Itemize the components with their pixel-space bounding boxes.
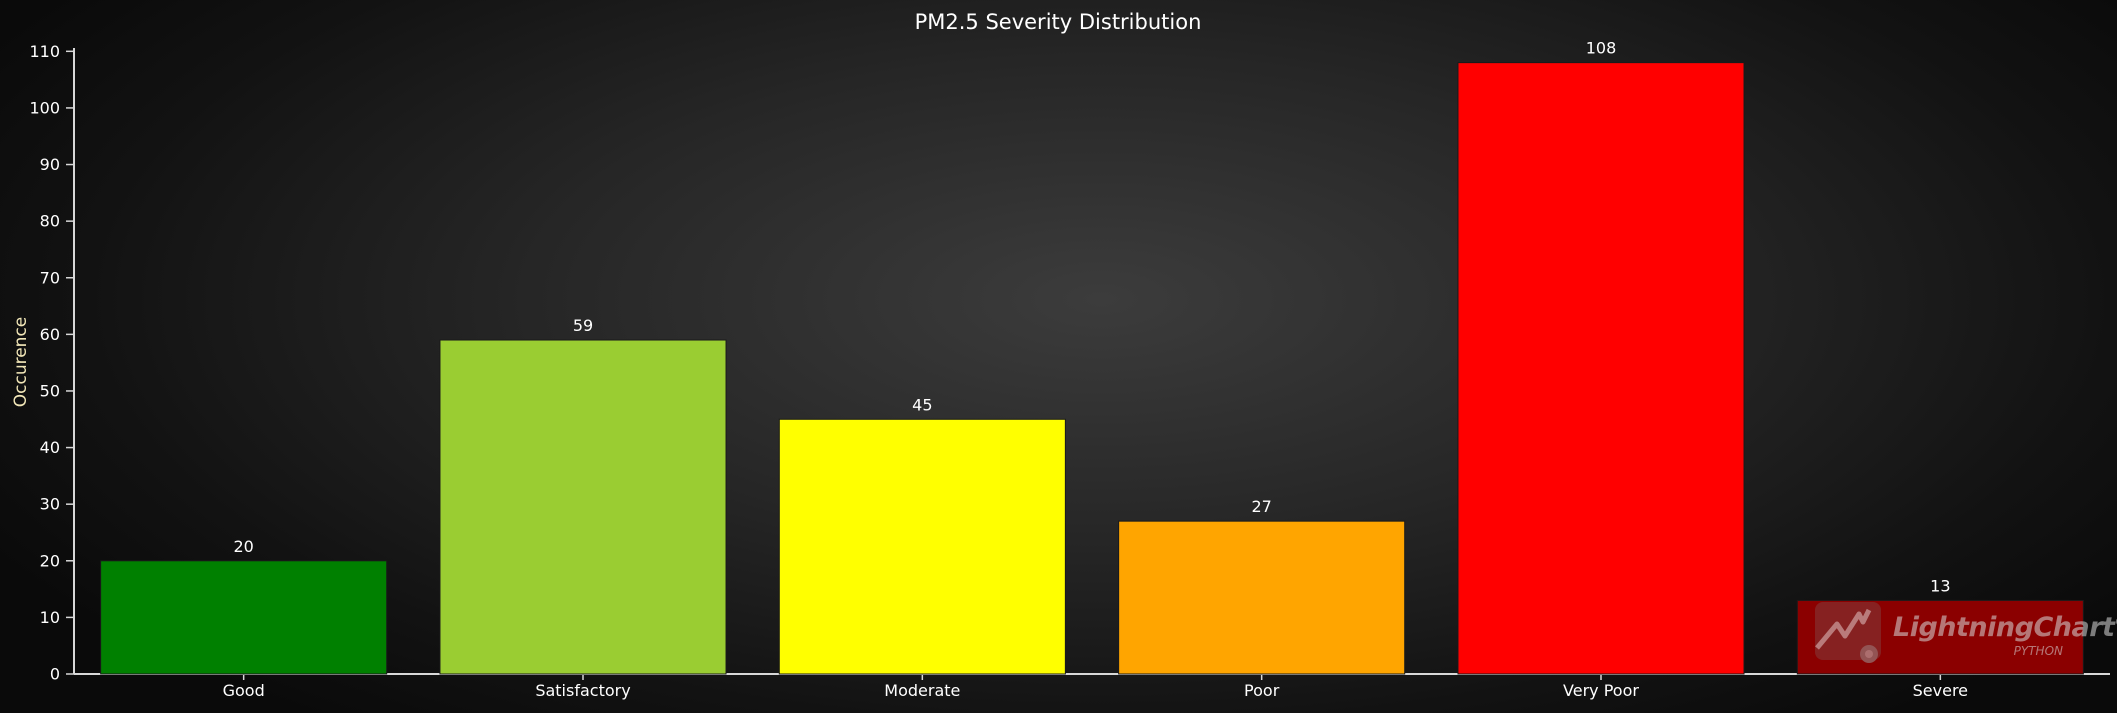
- y-tick-label: 110: [29, 42, 60, 61]
- x-tick-label: Satisfactory: [535, 681, 630, 700]
- y-tick-label: 30: [40, 495, 60, 514]
- bar-moderate[interactable]: [778, 418, 1066, 675]
- y-tick-label: 40: [40, 438, 60, 457]
- data-label: 13: [1930, 576, 1950, 595]
- y-tick-label: 20: [40, 551, 60, 570]
- data-label: 27: [1251, 497, 1271, 516]
- y-tick-label: 10: [40, 608, 60, 627]
- y-tick-label: 90: [40, 155, 60, 174]
- y-tick-label: 100: [29, 98, 60, 117]
- bar-poor[interactable]: [1118, 520, 1406, 675]
- x-tick-label: Severe: [1913, 681, 1968, 700]
- bar-severe[interactable]: [1796, 599, 2084, 675]
- data-label: 20: [233, 537, 253, 556]
- data-label: 59: [573, 316, 593, 335]
- chart-title: PM2.5 Severity Distribution: [915, 10, 1202, 34]
- y-axis: 0 10 20 30 40 50 60 70 80 90 100 110: [29, 42, 75, 684]
- y-tick-label: 80: [40, 212, 60, 231]
- y-tick-label: 50: [40, 381, 60, 400]
- y-tick-label: 0: [50, 665, 60, 684]
- data-labels-group: 20 59 45 27 108 13: [233, 39, 1950, 596]
- x-axis: Good Satisfactory Moderate Poor Very Poor Sev…: [74, 673, 2110, 700]
- bar-good[interactable]: [100, 560, 388, 675]
- bars-group: [100, 62, 2084, 675]
- bar-very-poor[interactable]: [1457, 62, 1745, 675]
- x-tick-label: Poor: [1244, 681, 1280, 700]
- x-tick-label: Good: [223, 681, 265, 700]
- x-tick-label: Very Poor: [1563, 681, 1639, 700]
- y-tick-label: 70: [40, 268, 60, 287]
- y-tick-label: 60: [40, 325, 60, 344]
- data-label: 45: [912, 395, 932, 414]
- bar-satisfactory[interactable]: [439, 339, 727, 675]
- y-axis-label: Occurence: [11, 317, 31, 408]
- x-tick-label: Moderate: [884, 681, 960, 700]
- data-label: 108: [1586, 39, 1617, 58]
